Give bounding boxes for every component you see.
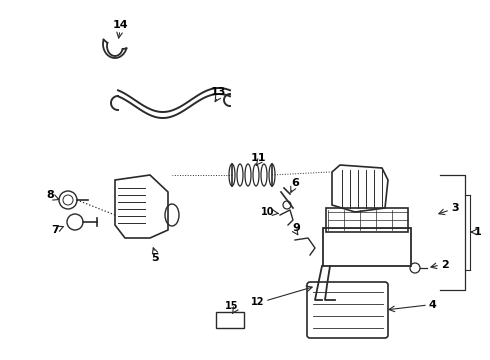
- Text: 5: 5: [151, 253, 159, 263]
- Text: 13: 13: [210, 87, 226, 97]
- Text: 7: 7: [51, 225, 59, 235]
- Text: 10: 10: [261, 207, 275, 217]
- Bar: [216, 312, 244, 328]
- Text: 11: 11: [250, 153, 266, 163]
- Text: 2: 2: [441, 260, 449, 270]
- Text: 9: 9: [292, 223, 300, 233]
- Text: 12: 12: [251, 297, 265, 307]
- Text: 3: 3: [451, 203, 459, 213]
- Text: 14: 14: [112, 20, 128, 30]
- Text: 1: 1: [474, 227, 482, 237]
- Text: 6: 6: [291, 178, 299, 188]
- Text: 4: 4: [428, 300, 436, 310]
- Bar: [326, 208, 408, 232]
- Text: 15: 15: [225, 301, 239, 311]
- Bar: [323, 228, 411, 266]
- Text: 8: 8: [46, 190, 54, 200]
